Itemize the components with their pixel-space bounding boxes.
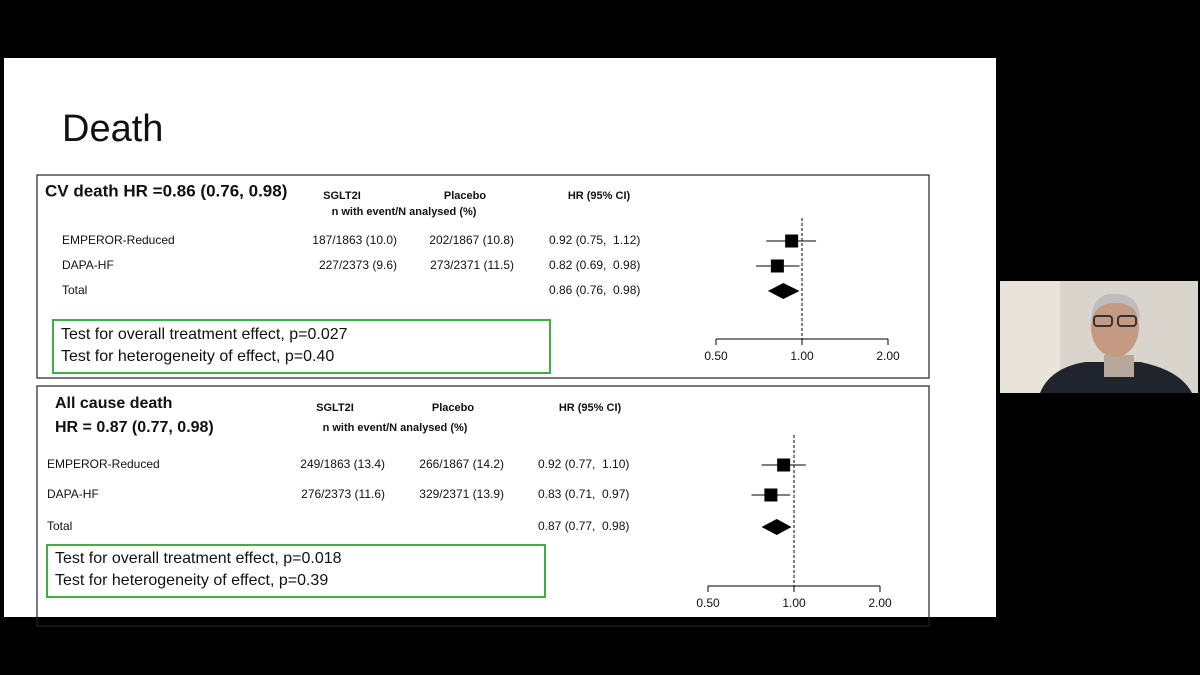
annotation-box bbox=[46, 544, 546, 598]
sglt2i-count: 187/1863 (10.0) bbox=[312, 233, 397, 247]
annotation: Test for overall treatment effect, p=0.0… bbox=[55, 550, 342, 567]
webcam-person-hair bbox=[1091, 293, 1140, 320]
webcam-person-body bbox=[1040, 362, 1192, 393]
hr-ci-label: 0.82 (0.69, 0.98) bbox=[549, 258, 640, 272]
study-name: Total bbox=[62, 283, 87, 297]
point-estimate bbox=[777, 458, 791, 472]
study-name: DAPA-HF bbox=[62, 258, 114, 272]
annotation: Test for heterogeneity of effect, p=0.39 bbox=[55, 572, 328, 589]
webcam-person-glasses bbox=[1093, 315, 1113, 327]
hr-ci-label: 0.86 (0.76, 0.98) bbox=[549, 283, 640, 297]
column-header: Placebo bbox=[444, 190, 486, 202]
column-subheader: n with event/N analysed (%) bbox=[323, 422, 468, 434]
annotation: Test for heterogeneity of effect, p=0.40 bbox=[61, 348, 334, 365]
panel-title: CV death HR =0.86 (0.76, 0.98) bbox=[45, 181, 287, 200]
column-header: SGLT2I bbox=[316, 402, 354, 414]
x-tick-label: 0.50 bbox=[696, 596, 720, 610]
sglt2i-count: 249/1863 (13.4) bbox=[300, 457, 385, 471]
sglt2i-count: 276/2373 (11.6) bbox=[301, 487, 385, 501]
hr-ci-label: 0.92 (0.77, 1.10) bbox=[538, 457, 629, 471]
webcam-person-glasses bbox=[1117, 315, 1137, 327]
study-name: EMPEROR-Reduced bbox=[62, 233, 175, 247]
x-tick-label: 2.00 bbox=[876, 349, 900, 363]
hr-ci-label: 0.83 (0.71, 0.97) bbox=[538, 487, 629, 501]
x-tick-label: 0.50 bbox=[704, 349, 728, 363]
column-header: Placebo bbox=[432, 402, 474, 414]
column-subheader: n with event/N analysed (%) bbox=[332, 206, 477, 218]
panel-title: All cause death bbox=[55, 395, 172, 412]
sglt2i-count: 227/2373 (9.6) bbox=[319, 258, 397, 272]
x-tick-label: 1.00 bbox=[790, 349, 814, 363]
annotation: Test for overall treatment effect, p=0.0… bbox=[61, 326, 348, 343]
study-name: Total bbox=[47, 519, 72, 533]
webcam-tile bbox=[1000, 281, 1198, 393]
annotation-box bbox=[52, 319, 551, 374]
point-estimate bbox=[785, 234, 799, 248]
slide-title: Death bbox=[62, 108, 163, 150]
study-name: EMPEROR-Reduced bbox=[47, 457, 160, 471]
webcam-wall bbox=[1000, 281, 1060, 393]
column-header: HR (95% CI) bbox=[559, 402, 622, 414]
panel-title: HR = 0.87 (0.77, 0.98) bbox=[55, 419, 214, 436]
placebo-count: 202/1867 (10.8) bbox=[429, 233, 514, 247]
pooled-diamond bbox=[767, 283, 800, 299]
hr-ci-label: 0.92 (0.75, 1.12) bbox=[549, 233, 640, 247]
placebo-count: 329/2371 (13.9) bbox=[419, 487, 504, 501]
pooled-diamond bbox=[761, 519, 792, 535]
column-header: HR (95% CI) bbox=[568, 190, 631, 202]
placebo-count: 273/2371 (11.5) bbox=[430, 258, 514, 272]
panel-frame bbox=[36, 174, 930, 379]
point-estimate bbox=[764, 488, 778, 502]
hr-ci-label: 0.87 (0.77, 0.98) bbox=[538, 519, 629, 533]
webcam-person-head bbox=[1091, 297, 1139, 357]
point-estimate bbox=[770, 259, 784, 273]
column-header: SGLT2I bbox=[323, 190, 361, 202]
study-name: DAPA-HF bbox=[47, 487, 99, 501]
webcam-person-neck bbox=[1104, 355, 1134, 377]
x-tick-label: 1.00 bbox=[782, 596, 806, 610]
placebo-count: 266/1867 (14.2) bbox=[419, 457, 504, 471]
panel-frame bbox=[36, 385, 930, 627]
x-tick-label: 2.00 bbox=[868, 596, 892, 610]
